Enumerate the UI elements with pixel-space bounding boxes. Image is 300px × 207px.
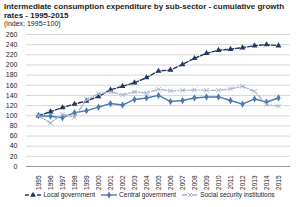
svg-text:2012: 2012 [239, 175, 246, 190]
html-text:Social security institutions: Social security institutions [200, 191, 275, 198]
svg-text:2011: 2011 [227, 175, 234, 189]
html-text:Intermediate consumption expen: Intermediate consumption expenditure by … [4, 2, 284, 20]
svg-text:160: 160 [6, 82, 18, 89]
svg-text:2014: 2014 [263, 175, 270, 190]
svg-text:60: 60 [10, 132, 18, 139]
svg-text:200: 200 [6, 61, 18, 68]
svg-text:2004: 2004 [143, 175, 150, 190]
svg-text:80: 80 [10, 122, 18, 129]
svg-text:2009: 2009 [203, 175, 210, 190]
svg-text:220: 220 [6, 51, 18, 58]
svg-text:120: 120 [6, 102, 18, 109]
svg-text:2002: 2002 [119, 175, 126, 190]
svg-text:140: 140 [6, 92, 18, 99]
svg-text:100: 100 [6, 112, 18, 119]
html-text:Local government: Local government [43, 191, 96, 198]
svg-text:20: 20 [10, 153, 18, 160]
svg-text:0: 0 [14, 163, 18, 170]
svg-text:1999: 1999 [83, 175, 90, 190]
svg-text:2001: 2001 [107, 175, 114, 190]
svg-text:40: 40 [10, 142, 18, 149]
svg-text:1997: 1997 [59, 175, 66, 190]
svg-text:2010: 2010 [215, 175, 222, 190]
svg-text:2006: 2006 [167, 175, 174, 190]
svg-text:1995: 1995 [35, 175, 42, 190]
svg-text:180: 180 [6, 71, 18, 78]
html-text:Central government: Central government [119, 191, 177, 198]
svg-text:1998: 1998 [71, 175, 78, 190]
html-text:(index; 1995=100): (index; 1995=100) [4, 20, 61, 27]
svg-text:240: 240 [6, 41, 18, 48]
svg-text:2015: 2015 [275, 175, 282, 190]
svg-text:2013: 2013 [251, 175, 258, 190]
svg-text:2007: 2007 [179, 175, 186, 190]
svg-text:2000: 2000 [95, 175, 102, 190]
svg-text:1996: 1996 [47, 175, 54, 190]
svg-text:2003: 2003 [131, 175, 138, 190]
svg-text:260: 260 [6, 31, 18, 38]
svg-text:2005: 2005 [155, 175, 162, 190]
svg-text:2008: 2008 [191, 175, 198, 190]
